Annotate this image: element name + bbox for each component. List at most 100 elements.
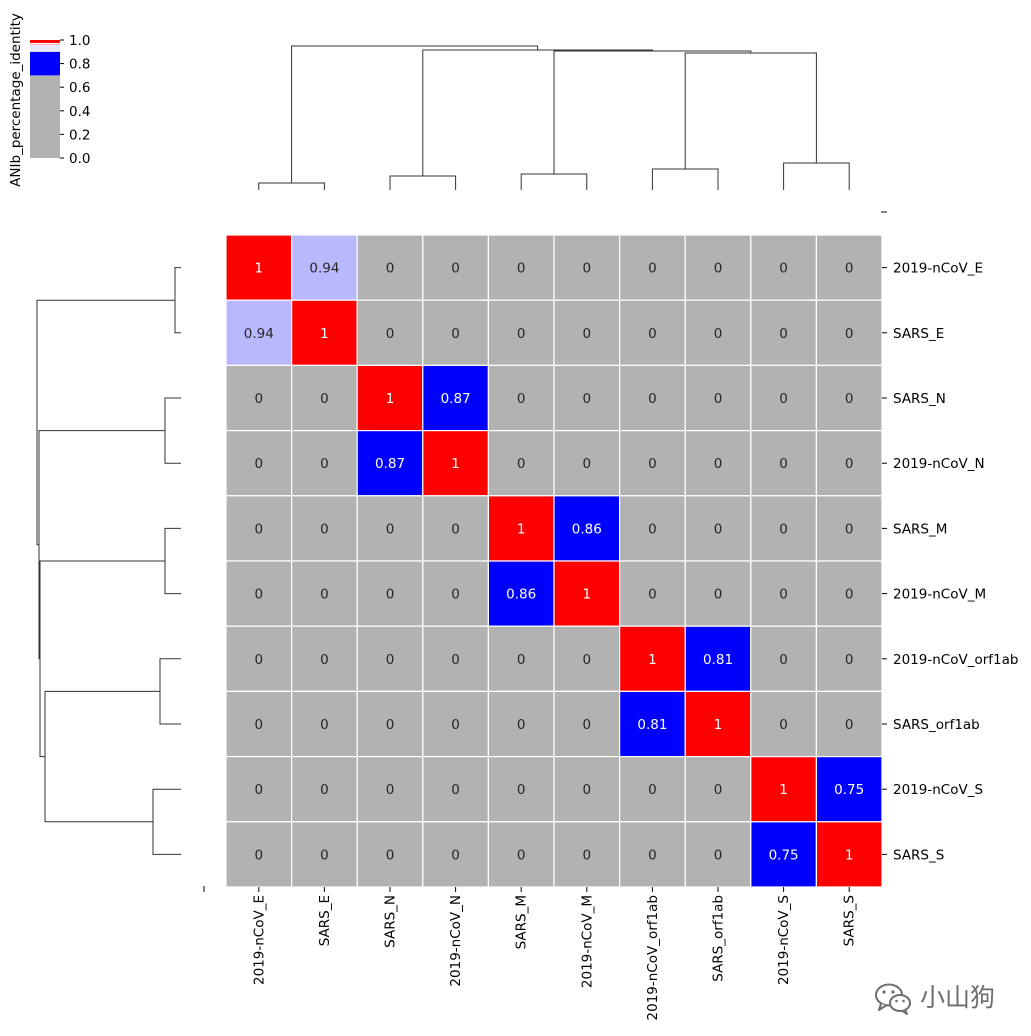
- x-tick-label: SARS_M: [514, 895, 530, 949]
- heatmap-cell: [553, 430, 621, 497]
- dendrogram-link: [152, 788, 181, 855]
- watermark-text: 小山狗: [920, 983, 996, 1012]
- cell-value-label: 0.86: [572, 521, 602, 537]
- cell-value-label: 0: [648, 782, 657, 798]
- heatmap-cell: [618, 690, 686, 758]
- cell-value-label: 0: [845, 456, 854, 472]
- y-tick-label: SARS_E: [893, 326, 944, 342]
- cell-value-label: 0: [583, 652, 592, 668]
- heatmap-cell: [618, 625, 686, 693]
- heatmap-cell: [815, 755, 883, 823]
- heatmap-cell: [618, 821, 686, 888]
- column-dendrogram: [258, 45, 887, 213]
- heatmap-cell: [684, 495, 752, 562]
- cell-value-label: 0: [648, 391, 657, 407]
- cell-value-label: 0: [255, 847, 264, 863]
- dendrogram-link: [422, 49, 653, 176]
- heatmap-cell: [750, 625, 817, 693]
- y-axis-tick-labels: 2019-nCoV_E SARS_E SARS_N 2019-nCoV_N SARS_M…: [882, 261, 1018, 863]
- colorbar-tick-label: 0.2: [69, 127, 90, 143]
- dendrogram-link: [553, 50, 752, 174]
- heatmap-cell: [815, 234, 883, 301]
- cell-value-label: 0: [583, 391, 592, 407]
- heatmap-cell: [815, 495, 883, 562]
- dendrogram-link: [684, 52, 817, 169]
- cell-value-label: 0: [255, 652, 264, 668]
- x-tick-label: SARS_N: [383, 895, 399, 948]
- y-tick-label: 2019-nCoV_orf1ab: [893, 652, 1018, 668]
- heatmap-cell: [225, 364, 293, 432]
- heatmap-cell: [225, 821, 293, 888]
- row-dendrogram: [36, 267, 205, 892]
- heatmap: 1 0.94 0 0 0 0 0 0 0 0 0.94 1 0 0 0 0 0 0 0 0 0 0 1 0.87 0 0 0 0 0 0 0…: [225, 234, 883, 888]
- cell-value-label: 0: [517, 847, 526, 863]
- cell-value-label: 0: [779, 717, 788, 733]
- dendrogram-link: [389, 175, 457, 190]
- cell-value-label: 0: [451, 261, 460, 277]
- heatmap-cell: [422, 495, 489, 562]
- cell-value-label: 0: [845, 521, 854, 537]
- heatmap-cell: [225, 430, 293, 497]
- cell-value-label: 0.87: [441, 391, 471, 407]
- y-tick-label: 2019-nCoV_S: [893, 782, 983, 798]
- cell-value-label: 0: [845, 587, 854, 603]
- heatmap-cell: [684, 821, 752, 888]
- heatmap-cell: [225, 625, 293, 693]
- cell-value-label: 0: [648, 587, 657, 603]
- y-tick-label: SARS_S: [893, 847, 944, 863]
- heatmap-cell: [422, 625, 489, 693]
- heatmap-cell: [750, 430, 817, 497]
- dendrogram-link: [174, 267, 181, 334]
- y-tick-label: 2019-nCoV_M: [893, 587, 986, 603]
- heatmap-cell: [225, 299, 293, 367]
- heatmap-cell: [618, 299, 686, 367]
- heatmap-cell: [618, 364, 686, 432]
- cell-value-label: 0: [583, 456, 592, 472]
- cell-value-label: 0: [779, 456, 788, 472]
- x-tick-label: SARS_orf1ab: [711, 895, 727, 982]
- cell-value-label: 0: [583, 782, 592, 798]
- cell-value-label: 0: [451, 717, 460, 733]
- cell-value-label: 0: [386, 587, 395, 603]
- wechat-icon: [875, 983, 911, 1015]
- cell-value-label: 0: [320, 782, 329, 798]
- cell-value-label: 0: [845, 261, 854, 277]
- colorbar-tick-label: 1.0: [69, 33, 90, 49]
- heatmap-cell: [356, 234, 424, 301]
- heatmap-cell: [618, 560, 686, 627]
- colorbar-label: ANIb_percentage_identity: [8, 13, 24, 187]
- heatmap-cell: [684, 755, 752, 823]
- heatmap-cell: [291, 560, 358, 627]
- cell-value-label: 0: [451, 587, 460, 603]
- cell-value-label: 1: [779, 782, 788, 798]
- cell-value-label: 0: [517, 782, 526, 798]
- dendrogram-link: [651, 168, 719, 190]
- cell-value-label: 0.75: [834, 782, 864, 798]
- heatmap-cell: [356, 625, 424, 693]
- heatmap-cell: [291, 821, 358, 888]
- heatmap-cell: [356, 430, 424, 497]
- cell-value-label: 0.81: [703, 652, 733, 668]
- cell-value-label: 0: [845, 717, 854, 733]
- cell-value-label: 0: [517, 261, 526, 277]
- heatmap-cell: [422, 430, 489, 497]
- cell-value-label: 0: [583, 326, 592, 342]
- heatmap-cell: [618, 755, 686, 823]
- heatmap-cell: [356, 364, 424, 432]
- heatmap-cell: [422, 364, 489, 432]
- dendrogram-link: [36, 299, 175, 546]
- cell-value-label: 0: [517, 652, 526, 668]
- cell-value-label: 0: [320, 587, 329, 603]
- heatmap-cell: [422, 821, 489, 888]
- heatmap-cell: [750, 560, 817, 627]
- heatmap-cell: [553, 364, 621, 432]
- heatmap-cell: [422, 755, 489, 823]
- heatmap-cell: [618, 495, 686, 562]
- y-tick-label: SARS_M: [893, 521, 947, 537]
- y-tick-label: 2019-nCoV_N: [893, 456, 985, 472]
- cell-value-label: 0: [779, 652, 788, 668]
- heatmap-cell: [684, 299, 752, 367]
- cell-value-label: 0: [517, 456, 526, 472]
- heatmap-cell: [750, 821, 817, 888]
